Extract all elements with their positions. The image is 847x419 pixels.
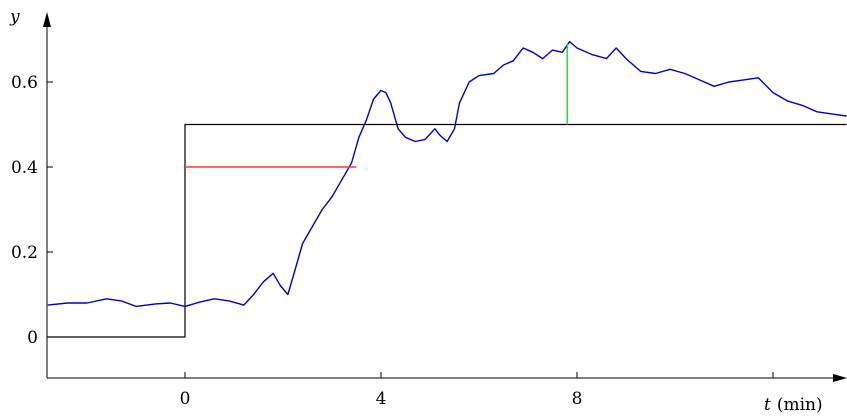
y-axis-label: y: [9, 7, 20, 27]
y-tick-label: 0: [27, 328, 38, 348]
step-input-line: [47, 123, 847, 338]
y-tick-label: 0.2: [11, 243, 38, 263]
x-axis-arrowhead: [833, 374, 847, 382]
y-axis-arrowhead: [43, 12, 51, 27]
x-axis-label-variable: t: [764, 395, 771, 415]
x-tick-label: 0: [180, 389, 191, 409]
y-ticks: 0 0.2 0.4 0.6: [11, 73, 53, 348]
x-axis-label-unit: (min): [777, 395, 823, 415]
y-tick-label: 0.6: [11, 73, 38, 93]
x-tick-label: 8: [572, 389, 583, 409]
axes: [43, 12, 847, 382]
x-ticks: 0 4 8: [180, 372, 774, 409]
y-tick-label: 0.4: [11, 158, 38, 178]
x-tick-label: 4: [376, 389, 387, 409]
response-curve: [47, 40, 847, 308]
x-axis-label: t (min): [764, 395, 823, 415]
